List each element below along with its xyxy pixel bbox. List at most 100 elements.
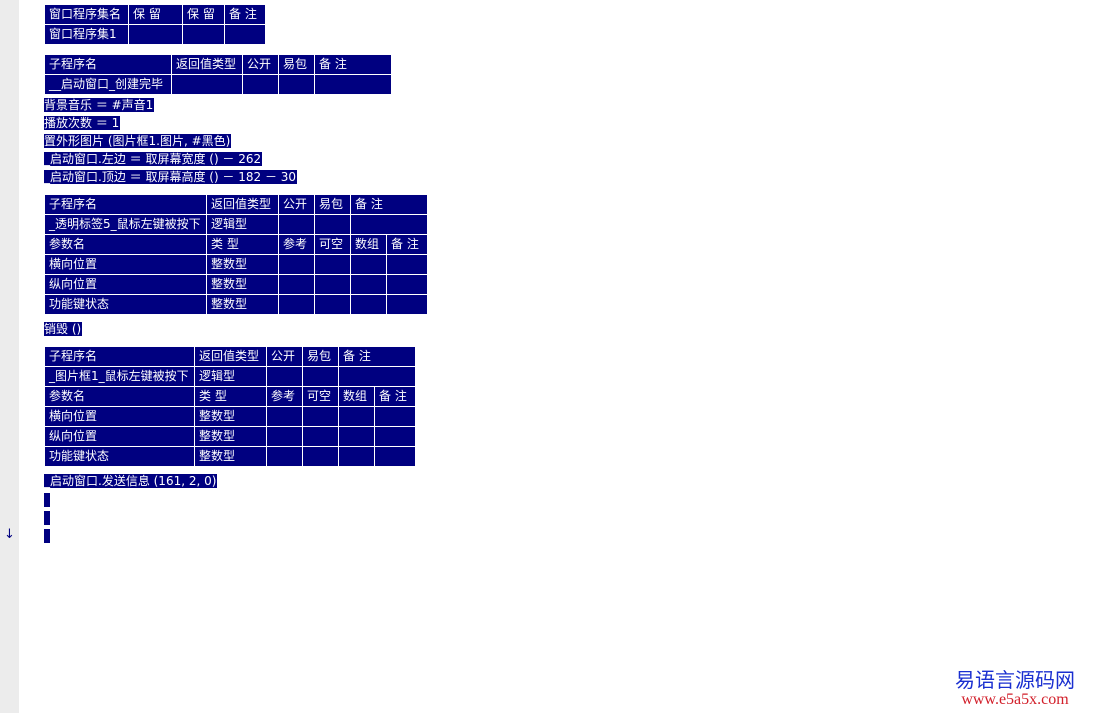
cell[interactable] xyxy=(302,406,339,427)
header-cell: 返回值类型 xyxy=(206,194,279,215)
return-type-cell[interactable]: 逻辑型 xyxy=(194,366,267,387)
cell[interactable] xyxy=(278,214,315,235)
cell[interactable] xyxy=(350,294,387,315)
cell[interactable] xyxy=(128,24,183,45)
cell[interactable] xyxy=(373,426,417,447)
cell[interactable] xyxy=(242,74,279,95)
param-type-cell[interactable]: 整数型 xyxy=(194,406,267,427)
cell[interactable] xyxy=(302,446,339,467)
table-row[interactable]: _图片框1_鼠标左键被按下 逻辑型 xyxy=(44,366,417,387)
cell[interactable] xyxy=(385,294,429,315)
param-type-cell[interactable]: 整数型 xyxy=(194,426,267,447)
empty-code-line[interactable] xyxy=(44,511,50,525)
cell[interactable] xyxy=(314,274,351,295)
param-row[interactable]: 纵向位置 整数型 xyxy=(44,274,429,295)
subroutine-table-3: 子程序名 返回值类型 公开 易包 备 注 _图片框1_鼠标左键被按下 逻辑型 参… xyxy=(44,346,417,467)
param-type-cell[interactable]: 整数型 xyxy=(194,446,267,467)
cell[interactable] xyxy=(278,274,315,295)
cell[interactable] xyxy=(182,24,225,45)
param-row[interactable]: 功能键状态 整数型 xyxy=(44,446,417,467)
cell[interactable] xyxy=(314,294,351,315)
code-line[interactable]: 背景音乐 ＝ #声音1 xyxy=(44,98,155,112)
line-gutter xyxy=(0,0,19,713)
header-cell: 保 留 xyxy=(128,4,183,25)
subroutine-name-cell[interactable]: __启动窗口_创建完毕 xyxy=(44,74,172,95)
header-cell: 保 留 xyxy=(182,4,225,25)
cell[interactable] xyxy=(266,446,303,467)
header-cell: 返回值类型 xyxy=(194,346,267,367)
param-row[interactable]: 功能键状态 整数型 xyxy=(44,294,429,315)
cell[interactable] xyxy=(338,426,375,447)
param-name-cell[interactable]: 纵向位置 xyxy=(44,274,207,295)
header-cell: 类 型 xyxy=(194,386,267,407)
param-name-cell[interactable]: 功能键状态 xyxy=(44,446,195,467)
cell[interactable] xyxy=(314,214,351,235)
cell[interactable] xyxy=(314,254,351,275)
param-name-cell[interactable]: 纵向位置 xyxy=(44,426,195,447)
header-cell: 易包 xyxy=(314,194,351,215)
assembly-name-cell[interactable]: 窗口程序集1 xyxy=(44,24,129,45)
cell[interactable] xyxy=(338,446,375,467)
assembly-table: 窗口程序集名 保 留 保 留 备 注 窗口程序集1 xyxy=(44,4,266,45)
empty-code-line[interactable] xyxy=(44,529,50,543)
cell[interactable] xyxy=(278,254,315,275)
param-name-cell[interactable]: 横向位置 xyxy=(44,406,195,427)
param-name-cell[interactable]: 横向位置 xyxy=(44,254,207,275)
return-type-cell[interactable]: 逻辑型 xyxy=(206,214,279,235)
header-cell: 易包 xyxy=(302,346,339,367)
table-row[interactable]: _透明标签5_鼠标左键被按下 逻辑型 xyxy=(44,214,429,235)
cell[interactable] xyxy=(314,74,392,95)
param-row[interactable]: 横向位置 整数型 xyxy=(44,406,417,427)
cell[interactable] xyxy=(171,74,243,95)
code-line[interactable]: 播放次数 ＝ 1 xyxy=(44,116,121,130)
table-row[interactable]: 窗口程序集1 xyxy=(44,24,266,45)
cell[interactable] xyxy=(385,274,429,295)
cell[interactable] xyxy=(302,426,339,447)
empty-code-line[interactable] xyxy=(44,493,50,507)
cell[interactable] xyxy=(350,254,387,275)
header-cell: 备 注 xyxy=(224,4,266,25)
code-line[interactable]: 销毁 () xyxy=(44,322,83,336)
param-row[interactable]: 纵向位置 整数型 xyxy=(44,426,417,447)
cell[interactable] xyxy=(302,366,339,387)
header-cell: 参考 xyxy=(266,386,303,407)
table-row[interactable]: __启动窗口_创建完毕 xyxy=(44,74,392,95)
cell[interactable] xyxy=(349,214,429,235)
header-cell: 公开 xyxy=(266,346,303,367)
header-cell: 子程序名 xyxy=(44,346,195,367)
code-line[interactable]: _启动窗口.左边 ＝ 取屏幕宽度 () － 262 xyxy=(44,152,263,166)
cell[interactable] xyxy=(337,366,417,387)
code-line[interactable]: 置外形图片 (图片框1.图片, #黑色) xyxy=(44,134,232,148)
cell[interactable] xyxy=(373,406,417,427)
table-header-row: 窗口程序集名 保 留 保 留 备 注 xyxy=(44,4,266,25)
header-cell: 类 型 xyxy=(206,234,279,255)
cell[interactable] xyxy=(278,74,315,95)
subroutine-table-1: 子程序名 返回值类型 公开 易包 备 注 __启动窗口_创建完毕 xyxy=(44,54,392,95)
param-name-cell[interactable]: 功能键状态 xyxy=(44,294,207,315)
subroutine-name-cell[interactable]: _透明标签5_鼠标左键被按下 xyxy=(44,214,207,235)
param-row[interactable]: 横向位置 整数型 xyxy=(44,254,429,275)
cell[interactable] xyxy=(350,274,387,295)
code-line[interactable]: _启动窗口.发送信息 (161, 2, 0) xyxy=(44,474,218,488)
cell[interactable] xyxy=(224,24,266,45)
param-type-cell[interactable]: 整数型 xyxy=(206,254,279,275)
cell[interactable] xyxy=(266,406,303,427)
subroutine-table-2: 子程序名 返回值类型 公开 易包 备 注 _透明标签5_鼠标左键被按下 逻辑型 … xyxy=(44,194,429,315)
subroutine-name-cell[interactable]: _图片框1_鼠标左键被按下 xyxy=(44,366,195,387)
cell[interactable] xyxy=(266,426,303,447)
header-cell: 数组 xyxy=(338,386,375,407)
table-header-row: 子程序名 返回值类型 公开 易包 备 注 xyxy=(44,54,392,75)
code-line[interactable]: _启动窗口.顶边 ＝ 取屏幕高度 () － 182 － 30 xyxy=(44,170,298,184)
param-header-row: 参数名 类 型 参考 可空 数组 备 注 xyxy=(44,386,417,407)
watermark-name: 易语言源码网 xyxy=(955,668,1075,692)
cell[interactable] xyxy=(278,294,315,315)
header-cell: 子程序名 xyxy=(44,194,207,215)
cell[interactable] xyxy=(266,366,303,387)
header-cell: 备 注 xyxy=(349,194,429,215)
param-type-cell[interactable]: 整数型 xyxy=(206,274,279,295)
param-type-cell[interactable]: 整数型 xyxy=(206,294,279,315)
header-cell: 参数名 xyxy=(44,234,207,255)
cell[interactable] xyxy=(385,254,429,275)
cell[interactable] xyxy=(338,406,375,427)
cell[interactable] xyxy=(373,446,417,467)
